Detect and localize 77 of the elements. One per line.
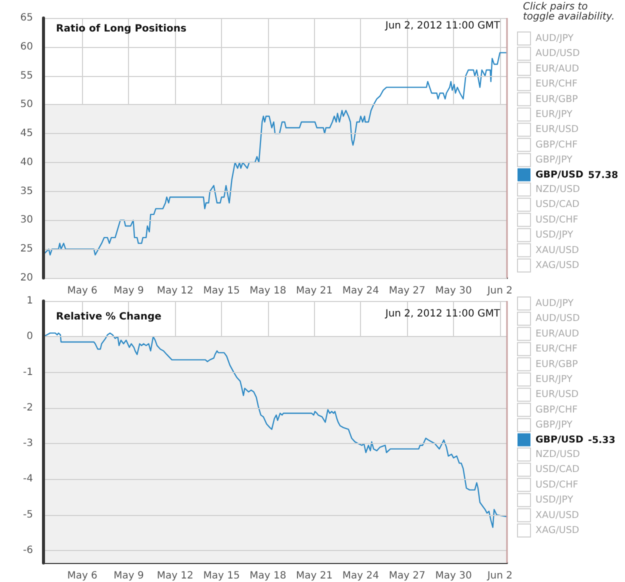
y-tick-label: 45 (20, 128, 33, 140)
y-tick-label: -6 (23, 545, 33, 556)
legend-label: NZD/USD (536, 449, 580, 460)
x-tick-label: May 15 (203, 570, 240, 582)
text: 57.38 (588, 170, 618, 181)
legend-label: EUR/CHF (536, 78, 578, 90)
legend-label: EUR/GBP (536, 358, 578, 370)
x-tick-label: May 27 (388, 286, 426, 296)
y-tick-label: -2 (23, 402, 33, 414)
x-tick-label: May 12 (156, 286, 194, 296)
x-tick-label: May 24 (342, 286, 379, 296)
legend-label: GBP/CHF (536, 404, 578, 416)
legend-label: AUD/JPY (536, 298, 574, 309)
y-tick-label: -4 (23, 474, 33, 485)
x-tick-label: May 27 (388, 570, 426, 582)
text: -5.33 (588, 434, 616, 446)
legend-label: EUR/USD (536, 124, 579, 136)
y-tick-label: 1 (26, 296, 33, 306)
legend-label: USD/JPY (536, 494, 574, 506)
y-tick-label: -5 (23, 509, 33, 520)
y-tick-label: 25 (20, 244, 33, 255)
y-tick-label: 65 (20, 12, 33, 24)
legend-label: EUR/GBP (536, 94, 578, 105)
legend-label: XAG/USD (536, 525, 580, 536)
legend-label: USD/CAD (536, 464, 580, 476)
legend-label: GBP/JPY (536, 420, 573, 431)
x-tick-label: May 6 (67, 286, 98, 296)
legend-label: AUD/JPY (536, 33, 574, 44)
legend-label: NZD/USD (536, 184, 580, 195)
annotation: Jun 2, 2012 11:00 GMT (384, 20, 501, 32)
annotation: Jun 2, 2012 11:00 GMT (384, 308, 501, 320)
y-tick-label: 30 (20, 214, 33, 226)
y-tick-label: 40 (20, 156, 33, 168)
legend-label: USD/CHF (536, 479, 578, 490)
legend-label: AUD/USD (536, 313, 580, 324)
y-tick-label: -3 (23, 438, 33, 450)
legend-label: USD/CHF (536, 214, 578, 226)
y-tick-label: 0 (26, 331, 33, 342)
legend-label: GBP/USD (536, 434, 584, 446)
x-tick-label: May 18 (250, 570, 286, 582)
text: Relative % Change (56, 312, 162, 322)
legend-label: GBP/JPY (536, 154, 573, 166)
legend-label: USD/CAD (536, 199, 580, 210)
y-tick-label: 50 (20, 99, 33, 110)
y-tick-label: 35 (20, 186, 33, 197)
legend-label: XAU/USD (536, 510, 579, 521)
x-tick-label: May 9 (114, 286, 144, 296)
x-tick-label: Jun 2 (486, 286, 512, 296)
x-tick-label: May 12 (156, 570, 194, 582)
x-tick-label: May 15 (203, 286, 240, 296)
x-tick-label: May 21 (296, 286, 333, 296)
legend-label: EUR/AUD (536, 63, 580, 74)
y-tick-label: 20 (20, 272, 33, 284)
legend-label: EUR/JPY (536, 109, 573, 120)
x-tick-label: May 30 (435, 570, 472, 582)
legend-title: Click pairs to toggle availability. (523, 2, 615, 22)
legend-label: EUR/USD (536, 389, 579, 400)
legend-label: EUR/JPY (536, 374, 573, 385)
x-tick-label: May 21 (296, 570, 333, 582)
legend-label: XAU/USD (536, 244, 579, 256)
y-tick-label: 60 (20, 41, 33, 52)
legend-label: USD/JPY (536, 230, 574, 241)
y-tick-label: 55 (20, 70, 33, 82)
legend-label: AUD/USD (536, 48, 580, 60)
y-tick-label: -1 (23, 366, 33, 378)
text: Ratio of Long Positions (56, 24, 186, 34)
legend-label: EUR/CHF (536, 344, 578, 355)
legend-label: GBP/USD (536, 169, 584, 180)
legend-label: GBP/CHF (536, 139, 578, 150)
x-tick-label: May 30 (435, 286, 472, 296)
x-tick-label: May 18 (250, 286, 286, 296)
x-tick-label: May 24 (342, 570, 379, 582)
x-tick-label: Jun 2 (486, 570, 512, 582)
x-tick-label: May 6 (67, 570, 98, 582)
x-tick-label: May 9 (114, 570, 144, 582)
legend-label: XAG/USD (536, 260, 580, 271)
legend-label: EUR/AUD (536, 328, 580, 340)
